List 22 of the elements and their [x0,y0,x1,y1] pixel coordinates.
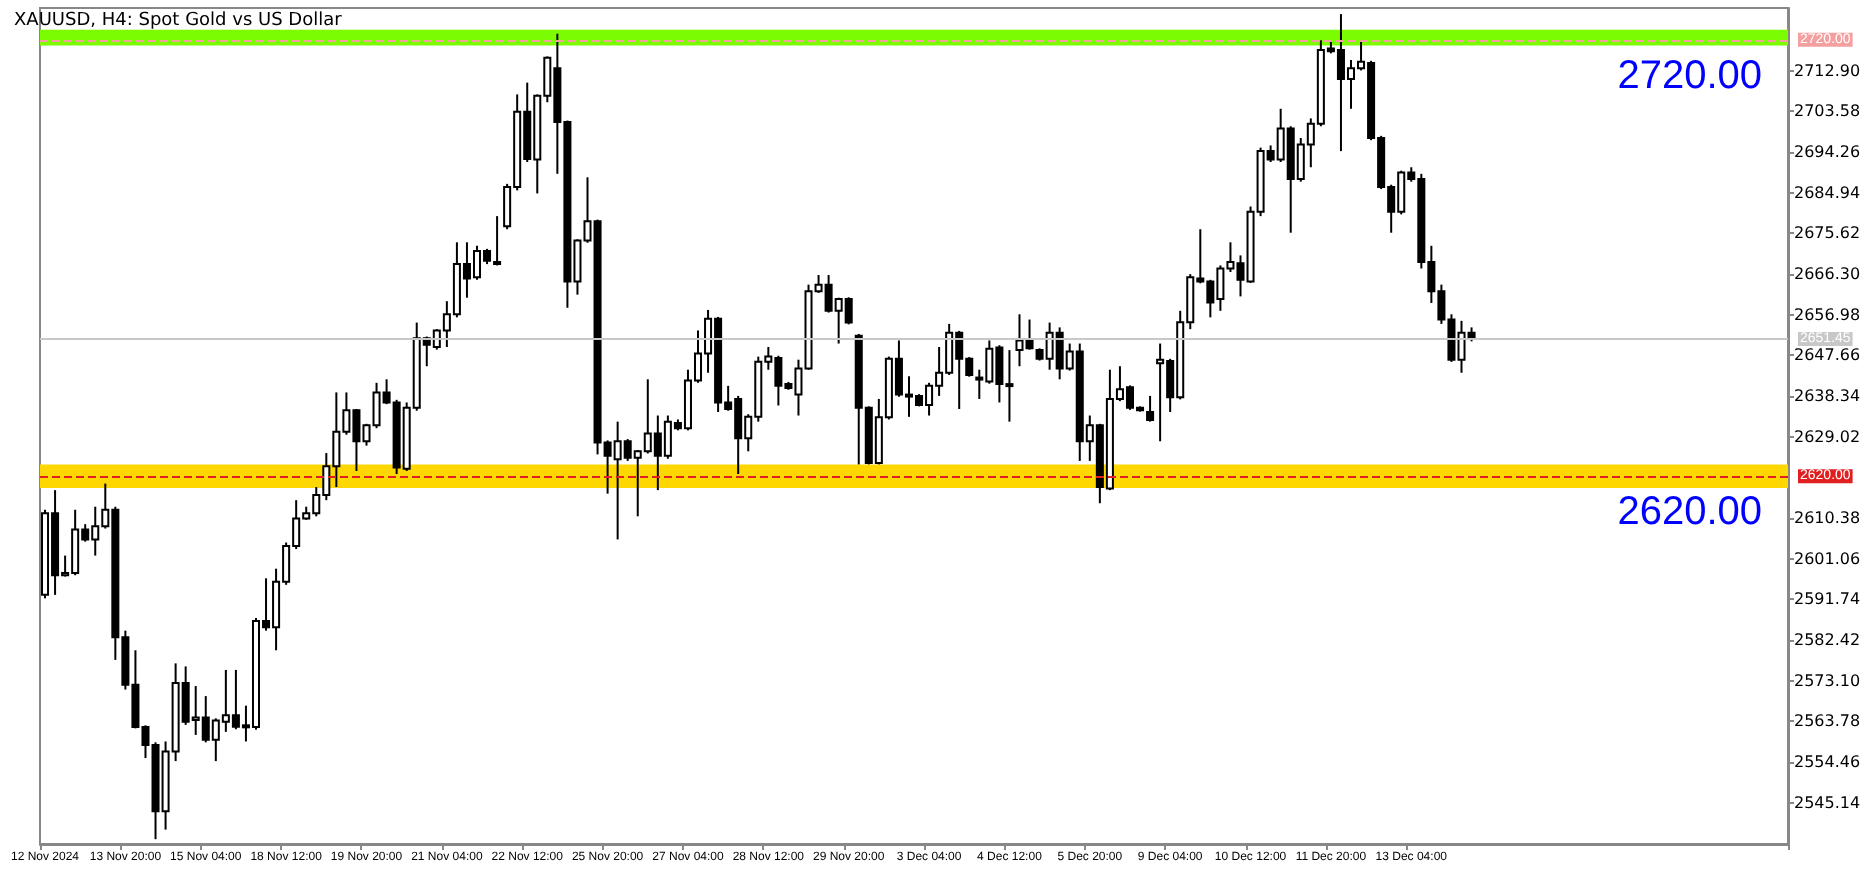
y-tick-label: 2638.34 [1794,387,1861,406]
y-tick-label: 2563.78 [1794,712,1861,731]
annotation: 2720.00 [1617,53,1762,98]
y-tick-label: 2591.74 [1794,590,1861,609]
y-tick-label: 2545.14 [1794,793,1861,812]
y-tick-label: 2647.66 [1794,346,1861,365]
y-tick-label: 2703.58 [1794,102,1861,121]
y-tick-label: 2610.38 [1794,509,1861,528]
y-tick-label: 2582.42 [1794,631,1861,650]
y-tick-label: 2712.90 [1794,61,1861,80]
y-tick-label: 2694.26 [1794,143,1861,162]
y-tick-label: 2675.62 [1794,224,1861,243]
y-tick-label: 2684.94 [1794,183,1861,202]
y-tick-label: 2666.30 [1794,265,1861,284]
chart-title: XAUUSD, H4: Spot Gold vs US Dollar [14,11,343,31]
y-tick-label: 2629.02 [1794,427,1861,446]
y-tick-label: 2554.46 [1794,753,1861,772]
y-tick-label: 2601.06 [1794,549,1861,568]
y-tick-label: 2573.10 [1794,671,1861,690]
y-tick-label: 2656.98 [1794,305,1861,324]
candlestick [1146,394,1155,423]
annotation: 2620.00 [1617,490,1762,535]
